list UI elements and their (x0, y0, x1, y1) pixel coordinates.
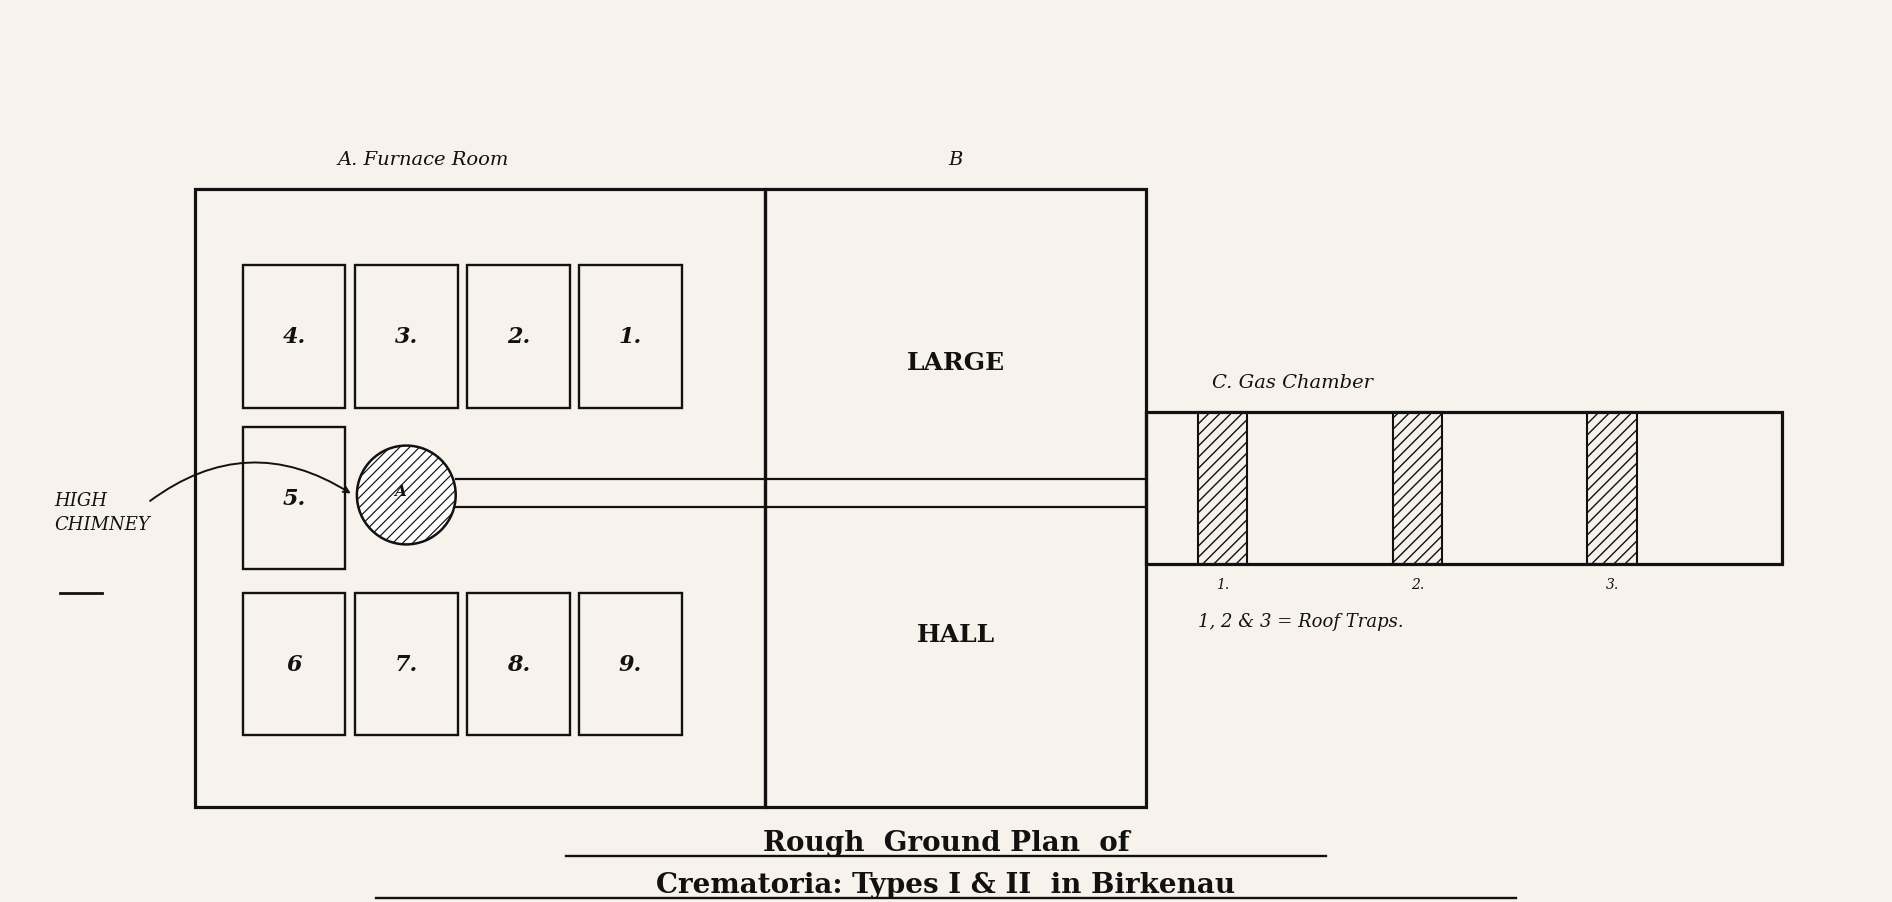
Text: 1, 2 & 3 = Roof Traps.: 1, 2 & 3 = Roof Traps. (1198, 612, 1404, 630)
Text: 3.: 3. (395, 326, 418, 348)
Bar (1393, 413, 1442, 565)
Bar (356, 266, 458, 408)
Bar (1198, 413, 1247, 565)
Text: 6: 6 (286, 653, 303, 676)
Text: A. Furnace Room: A. Furnace Room (337, 151, 509, 169)
Text: 3.: 3. (1606, 577, 1620, 591)
Text: 4.: 4. (282, 326, 307, 348)
Bar (242, 594, 346, 735)
Text: 1.: 1. (1217, 577, 1230, 591)
Bar (1145, 413, 1782, 565)
Bar (242, 266, 346, 408)
Text: HIGH
CHIMNEY: HIGH CHIMNEY (55, 492, 151, 533)
Bar (766, 189, 1145, 806)
Text: C. Gas Chamber: C. Gas Chamber (1213, 374, 1374, 392)
Text: B: B (948, 151, 963, 169)
Bar (1587, 413, 1637, 565)
Text: HALL: HALL (916, 622, 995, 646)
Bar (579, 594, 681, 735)
Text: 5.: 5. (282, 487, 307, 510)
Text: 2.: 2. (1411, 577, 1425, 591)
Text: 8.: 8. (507, 653, 530, 676)
Bar (579, 266, 681, 408)
Bar (467, 266, 569, 408)
Polygon shape (358, 446, 456, 545)
Text: Rough  Ground Plan  of: Rough Ground Plan of (762, 829, 1130, 856)
Text: Crematoria: Types I & II  in Birkenau: Crematoria: Types I & II in Birkenau (657, 871, 1235, 898)
Text: 1.: 1. (619, 326, 641, 348)
Bar (467, 594, 569, 735)
Bar (195, 189, 766, 806)
Bar (356, 594, 458, 735)
Text: 2.: 2. (507, 326, 530, 348)
Text: 7.: 7. (395, 653, 418, 676)
Text: 9.: 9. (619, 653, 641, 676)
Text: LARGE: LARGE (906, 351, 1005, 374)
Bar (242, 428, 346, 569)
Text: A: A (395, 484, 407, 499)
